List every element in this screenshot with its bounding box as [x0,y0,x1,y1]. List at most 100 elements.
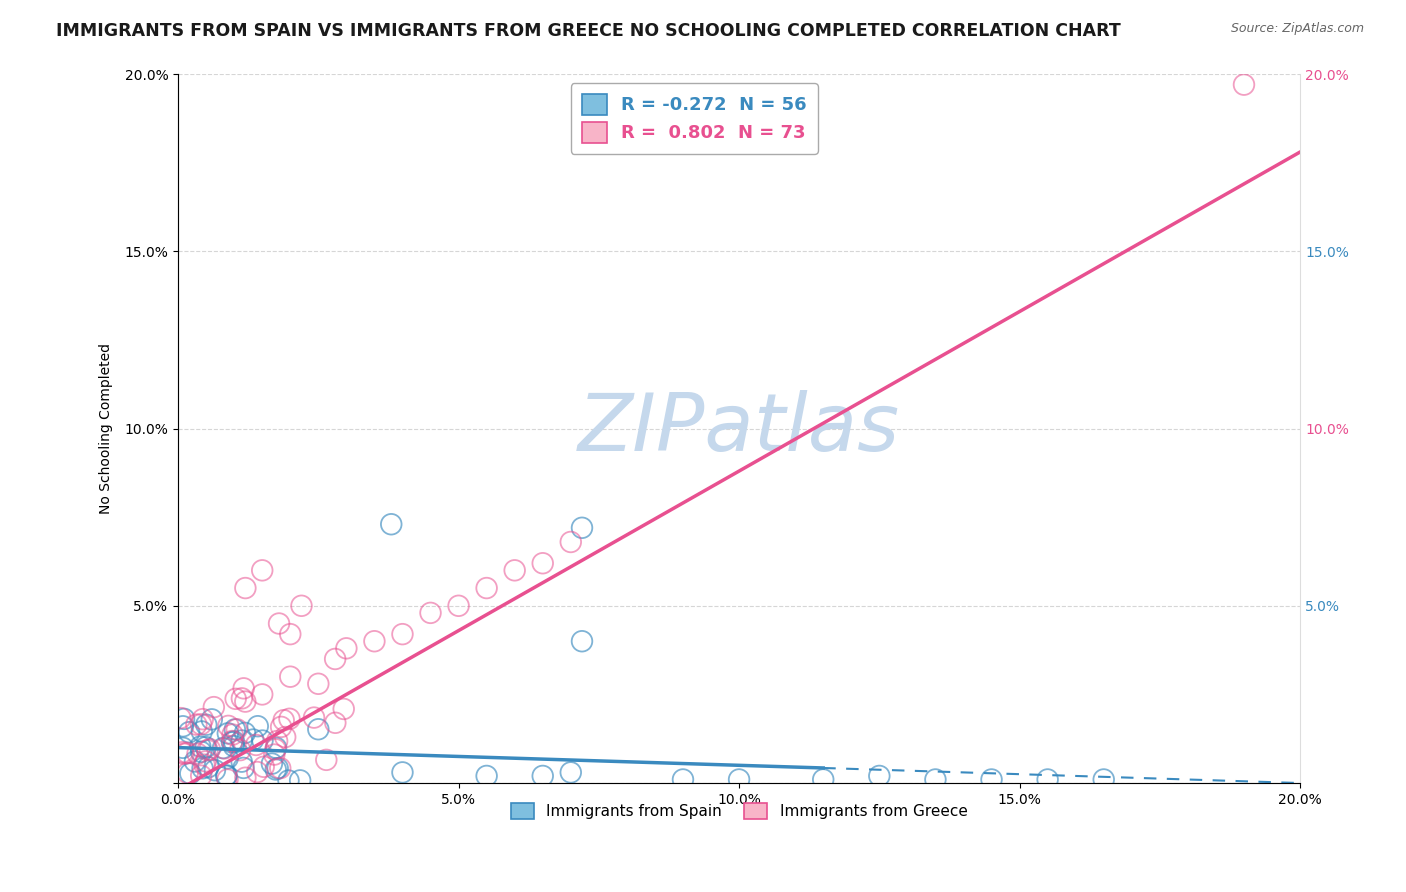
Point [172,740,194,755]
Point [186,717,208,731]
Point [980,772,1002,787]
Point [253,760,276,774]
Point [172,719,194,733]
Point [274,730,297,744]
Point [221,727,243,741]
Point [229,743,252,757]
Point [924,772,946,787]
Point [560,765,582,780]
Point [315,753,337,767]
Point [728,772,751,787]
Point [231,691,253,706]
Point [176,746,198,760]
Point [868,769,890,783]
Point [172,745,194,759]
Point [278,670,301,684]
Point [222,734,245,748]
Point [217,751,239,765]
Point [252,733,274,747]
Point [233,695,256,709]
Point [672,772,695,787]
Point [191,712,214,726]
Text: Source: ZipAtlas.com: Source: ZipAtlas.com [1230,22,1364,36]
Point [380,517,402,532]
Point [263,747,285,762]
Point [197,760,219,774]
Point [169,711,191,725]
Point [419,606,441,620]
Point [252,687,274,701]
Point [246,765,269,780]
Point [266,734,288,748]
Point [198,742,221,756]
Point [232,761,254,775]
Point [503,563,526,577]
Point [173,747,195,761]
Point [813,772,835,787]
Point [266,761,288,775]
Point [190,724,212,739]
Point [176,766,198,780]
Point [217,726,239,740]
Point [447,599,470,613]
Point [195,717,218,731]
Point [191,761,214,775]
Point [363,634,385,648]
Point [302,710,325,724]
Point [233,726,256,740]
Point [307,723,329,737]
Point [264,742,287,756]
Point [277,773,299,788]
Point [179,725,201,739]
Point [231,733,253,747]
Point [325,715,347,730]
Point [193,757,215,772]
Point [235,581,257,595]
Point [190,745,212,759]
Point [290,599,312,613]
Point [1092,772,1115,787]
Point [224,723,246,737]
Point [571,634,593,648]
Point [222,739,245,753]
Point [217,719,239,733]
Point [260,756,283,771]
Point [531,556,554,570]
Point [225,691,247,706]
Point [332,702,354,716]
Point [221,734,243,748]
Point [194,755,217,769]
Point [391,627,413,641]
Point [242,732,264,747]
Point [560,535,582,549]
Point [1036,772,1059,787]
Point [225,723,247,737]
Point [335,641,357,656]
Point [197,743,219,757]
Point [231,755,253,769]
Point [269,761,291,775]
Y-axis label: No Schooling Completed: No Schooling Completed [100,343,114,514]
Point [245,738,267,752]
Point [278,712,301,726]
Point [264,763,287,777]
Point [571,521,593,535]
Point [188,739,211,754]
Point [246,719,269,733]
Point [214,741,236,756]
Point [202,700,225,714]
Point [173,712,195,726]
Point [179,766,201,780]
Point [531,769,554,783]
Point [186,747,208,761]
Point [232,681,254,696]
Point [212,741,235,756]
Point [217,772,239,787]
Point [215,768,238,782]
Text: ZIPatlas: ZIPatlas [578,390,900,467]
Point [323,652,346,666]
Point [204,763,226,777]
Point [221,735,243,749]
Point [194,740,217,755]
Point [475,769,498,783]
